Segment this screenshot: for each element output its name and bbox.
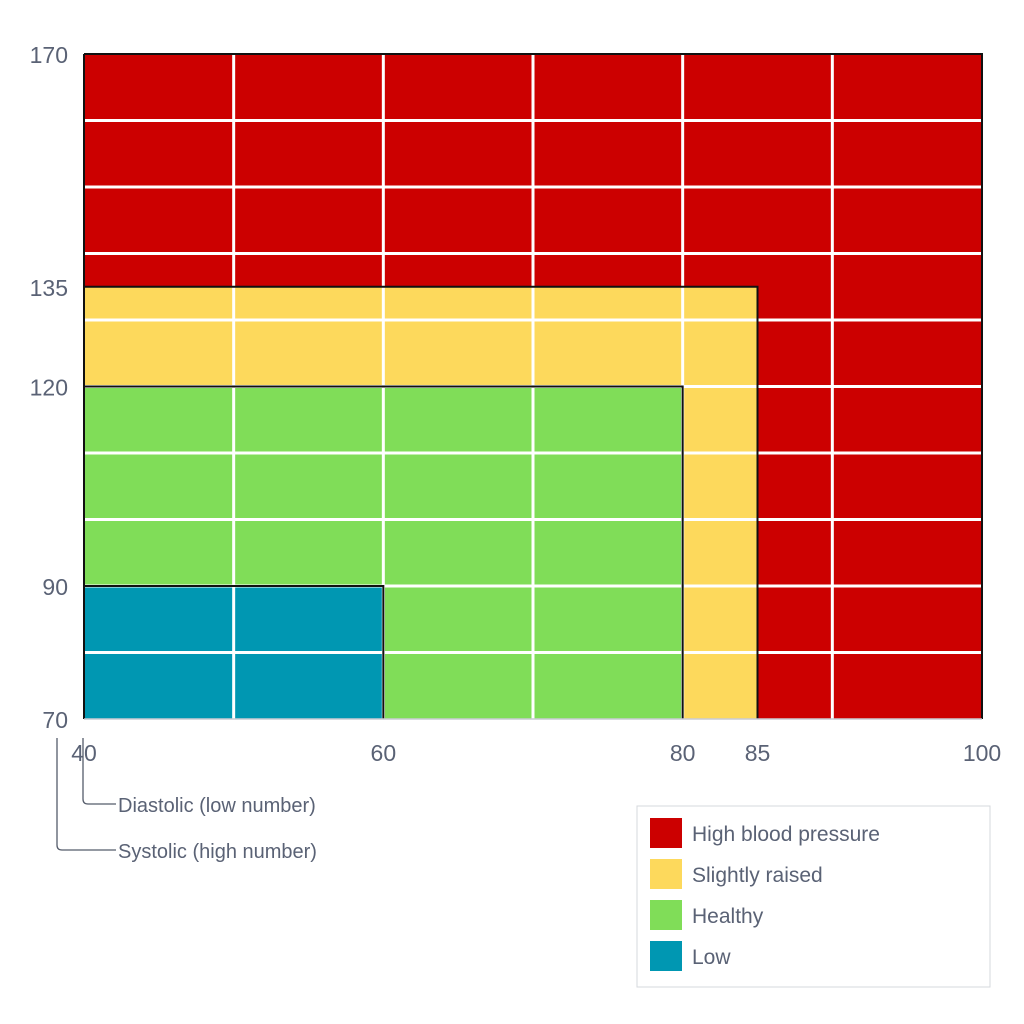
border-healthy [84,385,684,719]
border-low [84,585,385,719]
axis-annotations-layer: Diastolic (low number) Systolic (high nu… [56,738,317,863]
x-tick-label: 60 [371,740,397,766]
y-tick-label: 90 [42,574,68,600]
legend-swatch-slightly-raised [650,859,682,889]
tick-labels-layer: 70 90 120 135 170 40 60 80 85 100 [30,42,1002,766]
legend-label-healthy: Healthy [692,905,764,928]
x-tick-label: 85 [745,740,771,766]
x-tick-label: 40 [71,740,97,766]
legend: High blood pressure Slightly raised Health… [636,805,991,988]
border-slightly-raised [84,285,759,719]
y-tick-label: 70 [42,707,68,733]
x-tick-label: 100 [963,740,1001,766]
legend-label-high-blood-pressure: High blood pressure [692,823,880,846]
diastolic-connector-line [82,738,116,805]
borders-layer [83,53,983,720]
y-tick-label: 170 [30,42,68,68]
diastolic-annotation: Diastolic (low number) [118,795,316,817]
y-tick-label: 135 [30,275,68,301]
y-tick-label: 120 [30,375,68,401]
x-tick-label: 80 [670,740,696,766]
legend-swatch-healthy [650,900,682,930]
systolic-annotation: Systolic (high number) [118,841,317,863]
legend-label-low: Low [692,946,731,969]
legend-box [636,805,991,988]
legend-swatch-low [650,941,682,971]
systolic-connector-line [56,738,116,851]
legend-label-slightly-raised: Slightly raised [692,864,823,887]
legend-swatch-high-blood-pressure [650,818,682,848]
border-high-blood-pressure [84,53,983,719]
